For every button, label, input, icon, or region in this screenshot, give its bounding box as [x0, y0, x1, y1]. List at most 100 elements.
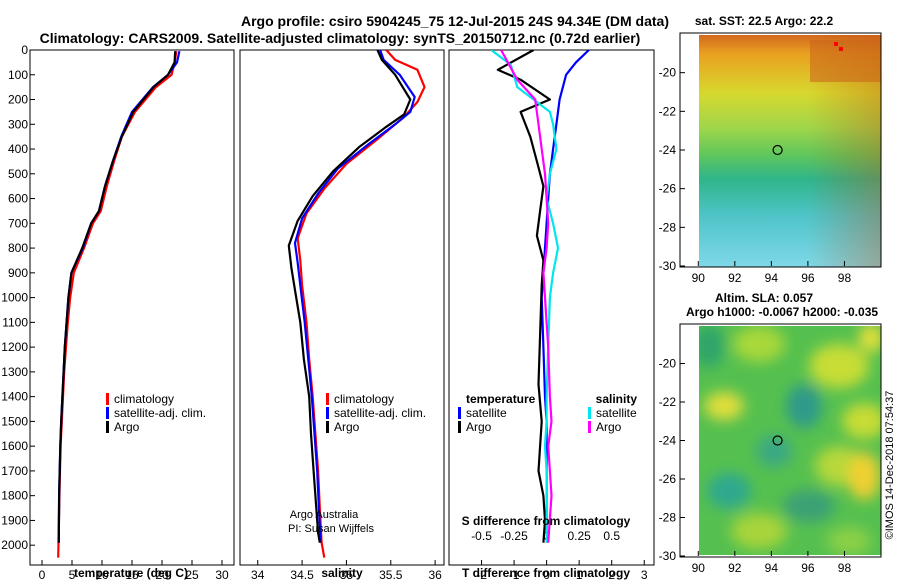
map-y-tick-label: -20 — [659, 66, 677, 80]
x-tick-label: 1 — [576, 568, 583, 580]
sla-field-viewport — [699, 326, 881, 555]
map-y-tick-label: -28 — [659, 511, 677, 525]
y-tick-label: 1900 — [1, 513, 28, 527]
y-tick-label: 1400 — [1, 390, 28, 404]
series-line-s-satellite — [490, 50, 560, 543]
title-line-1: Argo profile: csiro 5904245_75 12-Jul-20… — [241, 13, 669, 29]
stamp: ©IMOS 14-Dec-2018 07:54:37 — [884, 391, 896, 540]
x-tick-label: -2 — [476, 568, 487, 580]
sst-profile-marker — [772, 144, 783, 156]
sla-map: Altim. SLA: 0.057 Argo h1000: -0.0067 h2… — [659, 291, 882, 575]
map-y-tick-label: -24 — [659, 434, 677, 448]
credit-line-1: Argo Australia — [290, 509, 359, 521]
legend-argo-swatch — [326, 421, 329, 433]
map-y-tick-label: -30 — [659, 259, 677, 273]
difference-xlabel: T difference from climatology — [462, 566, 630, 580]
map-y-tick-label: -30 — [659, 549, 677, 563]
y-tick-label: 900 — [8, 266, 28, 280]
y-tick-label: 1000 — [1, 291, 28, 305]
salinity-xlabel: salinity — [321, 566, 363, 580]
x-tick-label: 0 — [543, 568, 550, 580]
y-tick-label: 800 — [8, 241, 28, 255]
x-tick-label: 15 — [125, 568, 139, 580]
legend-satellite-label: satellite-adj. clim. — [114, 406, 206, 420]
sst-map: sat. SST: 22.5 Argo: 22.2 90 92 94 96 98 -20 -… — [659, 14, 882, 285]
legend-t-satellite-label: satellite — [466, 406, 507, 420]
y-tick-label: 300 — [8, 117, 28, 131]
s-tick-label: -0.5 — [471, 529, 492, 543]
legend-argo-label: Argo — [114, 420, 140, 434]
y-tick-label: 1200 — [1, 340, 28, 354]
map-y-tick-label: -22 — [659, 104, 677, 118]
x-tick-label: 34 — [251, 568, 265, 580]
difference-legend: temperature salinity satellite Argo sate… — [458, 392, 637, 434]
legend-argo-swatch — [106, 421, 109, 433]
y-tick-label: 1800 — [1, 489, 28, 503]
x-tick-label: 5 — [69, 568, 76, 580]
map-x-tick-label: 94 — [765, 271, 779, 285]
map-x-tick-label: 90 — [692, 561, 706, 575]
legend-climatology-swatch — [106, 393, 109, 405]
legend-satellite-label: satellite-adj. clim. — [334, 406, 426, 420]
series-line-argo — [57, 51, 177, 543]
s-tick-label: 0.5 — [603, 529, 620, 543]
legend-satellite-swatch — [106, 407, 109, 419]
map-y-tick-label: -26 — [659, 182, 677, 196]
x-tick-label: 10 — [95, 568, 109, 580]
series-line-argo — [287, 50, 412, 543]
temperature-panel: 0100200300400500600700800900100011001200… — [1, 43, 235, 580]
legend-climatology-label: climatology — [114, 392, 174, 406]
legend-t-argo-label: Argo — [466, 420, 492, 434]
x-tick-label: -1 — [509, 568, 520, 580]
map-x-tick-label: 98 — [838, 271, 852, 285]
y-tick-label: 1700 — [1, 464, 28, 478]
sst-hot-pixel — [834, 42, 838, 46]
series-line-s-argo — [500, 50, 553, 543]
legend-climatology-swatch — [326, 393, 329, 405]
difference-panel: -2 -1 0 1 2 3 -0.5 -0.25 0 0.25 0.5 T difference … — [448, 49, 655, 580]
y-tick-label: 400 — [8, 142, 28, 156]
temperature-legend: climatology satellite-adj. clim. Argo — [106, 392, 206, 434]
y-tick-label: 100 — [8, 68, 28, 82]
x-tick-label: 2 — [608, 568, 615, 580]
map-y-tick-label: -24 — [659, 143, 677, 157]
y-tick-label: 1500 — [1, 414, 28, 428]
y-tick-label: 500 — [8, 167, 28, 181]
sst-hot-pixel — [839, 47, 843, 51]
map-x-tick-label: 96 — [801, 271, 815, 285]
y-tick-label: 0 — [21, 43, 28, 57]
y-tick-label: 1600 — [1, 439, 28, 453]
x-tick-label: 34.5 — [290, 568, 314, 580]
x-tick-label: 0 — [39, 568, 46, 580]
x-tick-label: 25 — [185, 568, 199, 580]
map-y-tick-label: -20 — [659, 357, 677, 371]
series-line-t-argo — [496, 50, 552, 543]
salinity-panel: 34 34.5 35 35.5 36 salinity climatology sate… — [239, 49, 445, 580]
sst-title: sat. SST: 22.5 Argo: 22.2 — [695, 14, 834, 28]
legend-s-argo-label: Argo — [596, 420, 622, 434]
y-tick-label: 600 — [8, 192, 28, 206]
legend-t-satellite-swatch — [458, 407, 461, 419]
map-x-tick-label: 98 — [838, 561, 852, 575]
x-tick-label: 35 — [340, 568, 354, 580]
y-tick-label: 1100 — [2, 315, 28, 329]
map-x-tick-label: 90 — [692, 271, 706, 285]
title-line-2: Climatology: CARS2009. Satellite-adjuste… — [40, 30, 641, 46]
temperature-axes — [29, 49, 235, 566]
sla-blobs — [699, 326, 881, 555]
x-tick-label: 20 — [155, 568, 169, 580]
x-tick-label: 36 — [428, 568, 442, 580]
salinity-legend: climatology satellite-adj. clim. Argo — [326, 392, 426, 434]
sst-warm-patch — [810, 40, 881, 82]
y-tick-label: 200 — [8, 93, 28, 107]
legend-s-satellite-label: satellite — [596, 406, 637, 420]
map-x-tick-label: 94 — [765, 561, 779, 575]
x-tick-label: 30 — [215, 568, 229, 580]
y-tick-label: 2000 — [1, 538, 28, 552]
legend-argo-label: Argo — [334, 420, 360, 434]
legend-t-argo-swatch — [458, 421, 461, 433]
map-x-tick-label: 96 — [801, 561, 815, 575]
y-tick-label: 1300 — [1, 365, 28, 379]
legend-group-salinity: salinity — [596, 392, 638, 406]
